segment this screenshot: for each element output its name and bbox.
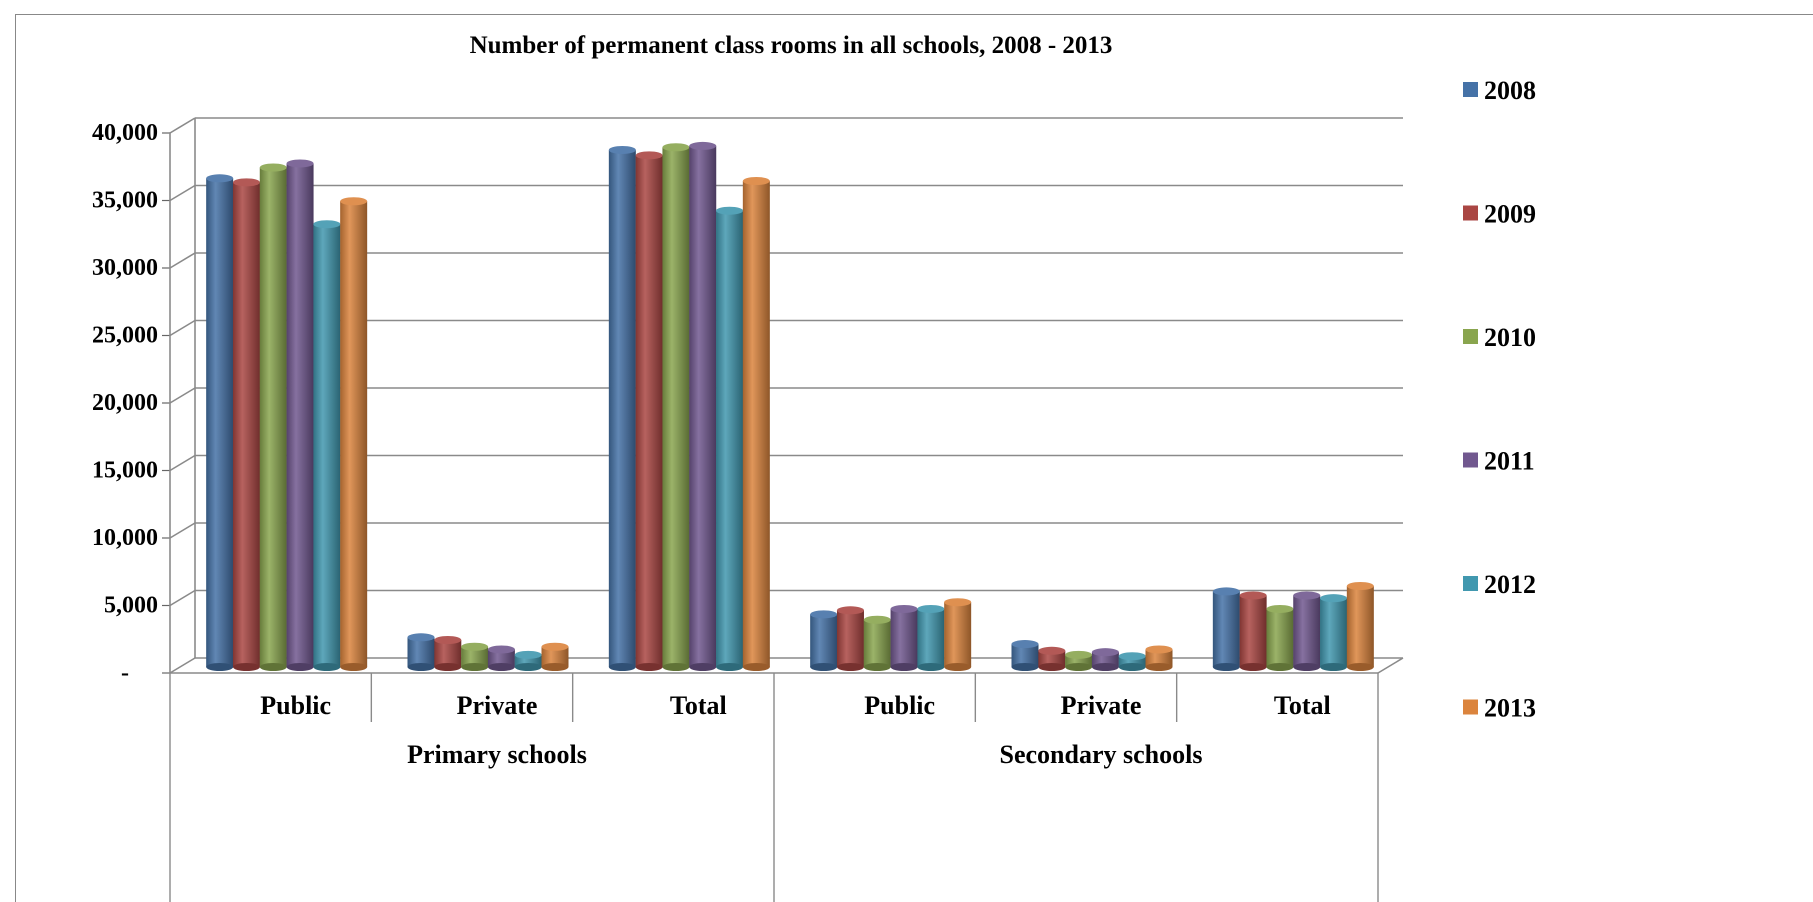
floor-right-edge <box>1377 657 1404 674</box>
bar-2010-3 <box>863 615 891 671</box>
legend-swatch <box>1463 329 1478 344</box>
category-label: Total <box>670 691 727 720</box>
bar-2012-5 <box>1320 594 1348 671</box>
bar-2008-5 <box>1212 587 1240 671</box>
y-tick-label: 30,000 <box>92 255 158 281</box>
bar-2013-2 <box>742 177 770 671</box>
legend-entry-2013: 2013 <box>1463 694 1536 723</box>
gridline-depth <box>169 522 196 539</box>
bar-2013-1 <box>541 642 569 671</box>
gridline-depth <box>169 184 196 202</box>
legend-swatch <box>1463 576 1478 591</box>
gridline-depth <box>169 387 196 404</box>
y-tick-label: 10,000 <box>92 525 158 551</box>
bar-2012-4 <box>1118 652 1146 671</box>
gridline-depth <box>169 252 196 269</box>
bar-2010-2 <box>662 143 690 671</box>
bar-2008-0 <box>206 174 234 671</box>
legend-swatch <box>1463 205 1478 221</box>
bar-2012-1 <box>514 650 542 671</box>
bar-2008-3 <box>810 610 838 671</box>
bar-2013-4 <box>1145 645 1173 671</box>
chart-title: Number of permanent class rooms in all s… <box>470 32 1113 59</box>
bar-2010-1 <box>461 642 489 671</box>
legend-label: 2012 <box>1484 570 1536 599</box>
bar-2012-2 <box>716 206 744 671</box>
gridline-depth <box>169 657 196 674</box>
legend-entry-2012: 2012 <box>1463 570 1536 599</box>
legend-entry-2011: 2011 <box>1463 447 1535 476</box>
legend-entry-2010: 2010 <box>1463 323 1536 352</box>
gridline-depth <box>169 454 196 472</box>
category-label: Public <box>864 691 935 720</box>
y-tick-labels: - 5,000 10,000 15,000 20,000 25,000 30,000 35,0… <box>92 120 158 686</box>
bar-2013-0 <box>340 197 368 671</box>
bar-2008-1 <box>407 633 435 671</box>
y-tick-label: 35,000 <box>92 188 158 214</box>
legend-label: 2009 <box>1484 200 1536 229</box>
group-label: Primary schools <box>407 740 587 769</box>
category-label: Private <box>457 691 538 720</box>
legend-label: 2013 <box>1484 694 1536 723</box>
y-tick-label: 20,000 <box>92 390 158 416</box>
y-tick-label: 5,000 <box>104 593 158 619</box>
bar-2011-0 <box>286 159 314 671</box>
bar-2010-0 <box>259 163 287 671</box>
legend-entry-2009: 2009 <box>1463 200 1536 229</box>
group-label: Secondary schools <box>1000 740 1203 769</box>
bar-2011-1 <box>487 645 515 671</box>
bar-2012-3 <box>917 604 945 671</box>
x-category-labels: Public Private Total Public Private Total Prim… <box>169 673 1379 902</box>
bar-2009-4 <box>1038 646 1066 671</box>
legend-swatch <box>1463 452 1478 468</box>
bar-2013-5 <box>1346 582 1374 671</box>
y-tick-label: 25,000 <box>92 323 158 349</box>
bar-2013-3 <box>944 598 972 671</box>
gridline-depth <box>169 117 196 134</box>
gridlines <box>169 117 1403 674</box>
bar-2008-4 <box>1011 640 1039 671</box>
bar-2011-3 <box>890 604 918 671</box>
bar-2009-5 <box>1239 591 1267 671</box>
legend-entry-2008: 2008 <box>1463 76 1536 105</box>
bar-2011-2 <box>689 141 717 671</box>
legend-swatch <box>1463 699 1478 715</box>
bar-2009-3 <box>836 606 864 671</box>
bar-2010-4 <box>1065 650 1093 671</box>
bar-2009-1 <box>434 636 462 671</box>
legend-label: 2011 <box>1484 447 1535 476</box>
bar-2012-0 <box>313 220 341 671</box>
bar-2009-2 <box>635 151 663 671</box>
bar-2009-0 <box>232 178 260 671</box>
category-label: Public <box>260 691 331 720</box>
y-tick-label: 40,000 <box>92 120 158 146</box>
legend-label: 2008 <box>1484 76 1536 105</box>
gridline-depth <box>169 589 196 607</box>
bar-2011-4 <box>1091 648 1119 671</box>
legend-label: 2010 <box>1484 323 1536 352</box>
legend-swatch <box>1463 82 1478 97</box>
category-label: Private <box>1061 691 1142 720</box>
bar-2011-5 <box>1293 591 1321 671</box>
legend: 2008 2009 2010 2011 2012 2013 <box>1463 76 1536 723</box>
y-tick-label: 15,000 <box>92 458 158 484</box>
category-label: Total <box>1274 691 1331 720</box>
bar-2010-5 <box>1266 604 1294 671</box>
bar-2008-2 <box>608 145 636 671</box>
gridline-depth <box>169 319 196 337</box>
bars <box>206 141 1374 671</box>
y-tick-label: - <box>121 660 129 686</box>
